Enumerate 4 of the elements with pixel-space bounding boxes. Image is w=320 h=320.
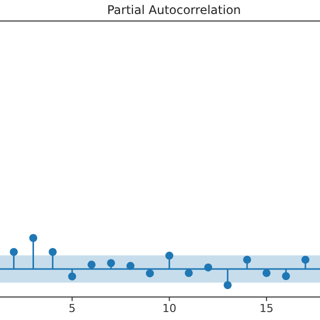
chart-title: Partial Autocorrelation [107, 3, 241, 17]
x-tick-label: 5 [68, 302, 76, 315]
x-tick-label: 15 [260, 302, 274, 315]
x-tick-label: 10 [162, 302, 176, 315]
